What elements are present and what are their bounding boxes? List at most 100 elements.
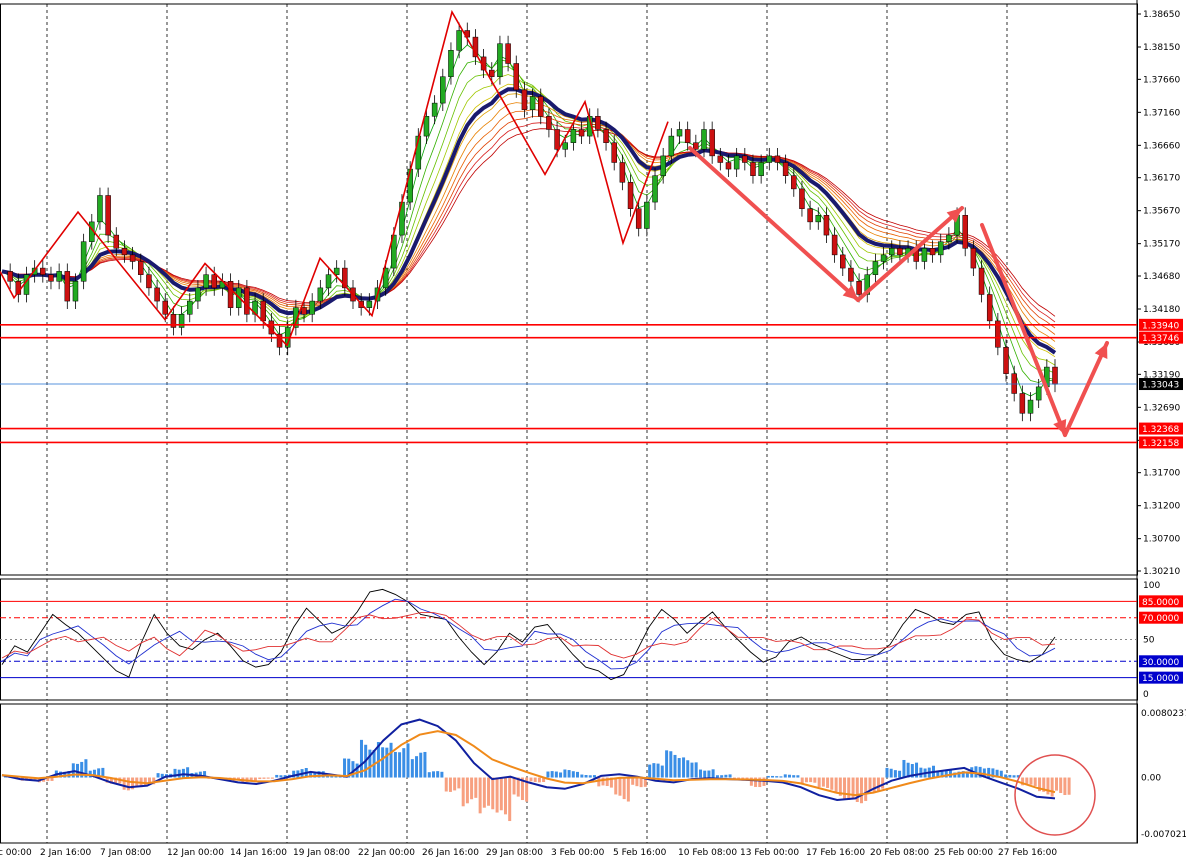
macd-bar: [533, 777, 537, 783]
macd-bar: [258, 777, 262, 780]
arrow-shaft: [856, 206, 964, 302]
macd-bar: [843, 777, 847, 799]
macd-bar: [343, 758, 347, 778]
candle-body: [138, 261, 144, 275]
macd-bar: [885, 767, 889, 778]
macd-bar: [499, 777, 503, 811]
macd-line: [1, 718, 1056, 802]
candle-body: [113, 234, 120, 249]
macd-bar: [762, 777, 766, 786]
macd-bar: [893, 770, 897, 778]
macd-bar: [1033, 777, 1037, 786]
panel-frame: [0, 3, 1138, 576]
candle-body: [823, 215, 830, 236]
candle-body: [423, 116, 430, 137]
macd-bar: [1029, 777, 1033, 785]
macd-bar: [330, 775, 334, 778]
candle-body: [333, 267, 340, 275]
macd-bar: [711, 769, 715, 778]
macd-bar: [495, 777, 499, 813]
macd-bar: [393, 751, 397, 778]
macd-bar: [995, 769, 999, 778]
macd-bar: [643, 777, 647, 787]
price-tag-label: 1.33940: [1142, 321, 1179, 331]
macd-bar: [724, 774, 728, 778]
macd-bar: [152, 777, 156, 785]
price-tag: [1139, 422, 1183, 435]
macd-bar: [181, 768, 185, 778]
macd-bar: [512, 777, 516, 795]
candle-body: [80, 241, 87, 282]
macd-bar: [453, 777, 457, 791]
candle-body: [301, 307, 307, 315]
macd-bar: [29, 777, 33, 781]
macd-bar: [690, 762, 694, 778]
macd-bar: [881, 777, 885, 789]
macd-bar: [503, 777, 507, 815]
macd-bar: [262, 777, 266, 779]
price-tag: [1139, 378, 1183, 391]
macd-bar: [584, 775, 588, 778]
candle-body: [186, 300, 193, 315]
candle-body: [366, 300, 373, 308]
annotation-arrows: [688, 146, 1109, 437]
candle-body: [505, 43, 511, 64]
macd-bar: [1046, 777, 1050, 795]
time-tick-label: 2 Jan 16:00: [40, 848, 92, 858]
candle-body: [195, 287, 201, 302]
macd-bar: [987, 767, 991, 778]
osc-tick-label: 50: [1143, 636, 1155, 646]
ma-line: [1, 109, 1056, 335]
candle-body: [946, 234, 952, 242]
macd-bar: [376, 742, 380, 778]
macd-bar: [92, 769, 96, 778]
macd-bar: [652, 763, 656, 778]
slow-ma-line: [1, 87, 1057, 355]
time-axis: c 00:00 2 Jan 16:00 7 Jan 08:00 12 Jan 00:0…: [0, 848, 1057, 858]
price-tag-label: 1.33043: [1142, 381, 1179, 391]
price-tick-label: 1.31700: [1143, 469, 1180, 479]
candle-body: [244, 287, 250, 315]
time-tick-label: 20 Feb 08:00: [870, 848, 929, 858]
price-tags: 1.33940 1.33746 1.33043 1.32368 1.32158: [1139, 318, 1183, 449]
candle-body: [595, 116, 601, 130]
candle-body: [880, 254, 887, 262]
oscillator-line: [1, 612, 1056, 659]
macd-bar: [160, 773, 164, 778]
macd-bar: [334, 775, 338, 778]
price-tick-label: 1.32690: [1143, 403, 1180, 413]
level-tag: [1139, 611, 1183, 624]
price-tag: [1139, 436, 1183, 449]
candle-body: [1003, 347, 1009, 374]
macd-bar: [173, 768, 177, 778]
macd-bar: [351, 761, 355, 778]
macd-bar: [609, 777, 613, 788]
macd-bar: [834, 777, 838, 794]
price-tag-label: 1.32368: [1142, 425, 1179, 435]
macd-bar: [292, 770, 296, 778]
macd-bar: [940, 771, 944, 778]
macd-bar: [470, 777, 474, 800]
highlight-circle: [1014, 754, 1096, 836]
macd-bar: [758, 777, 762, 788]
macd-bar: [851, 777, 855, 799]
macd-bar: [626, 777, 630, 802]
candle-body: [211, 274, 217, 289]
time-tick-label: 25 Feb 00:00: [934, 848, 993, 858]
macd-bar: [203, 771, 207, 778]
time-tick-label: 22 Jan 00:00: [358, 848, 415, 858]
macd-bar: [796, 775, 800, 778]
price-tick-label: 1.34680: [1143, 272, 1180, 282]
price-tick-label: 1.33190: [1143, 370, 1180, 380]
macd-bar: [109, 777, 113, 784]
horizontal-levels: [0, 324, 1137, 444]
macd-bar: [686, 760, 690, 778]
ma-line: [1, 116, 1056, 329]
candle-body: [733, 155, 740, 170]
candle-body: [888, 248, 895, 256]
time-tick-label: 5 Feb 16:00: [613, 848, 667, 858]
macd-bar: [440, 771, 444, 778]
macd-bar: [618, 777, 622, 796]
macd-bar: [855, 777, 859, 802]
